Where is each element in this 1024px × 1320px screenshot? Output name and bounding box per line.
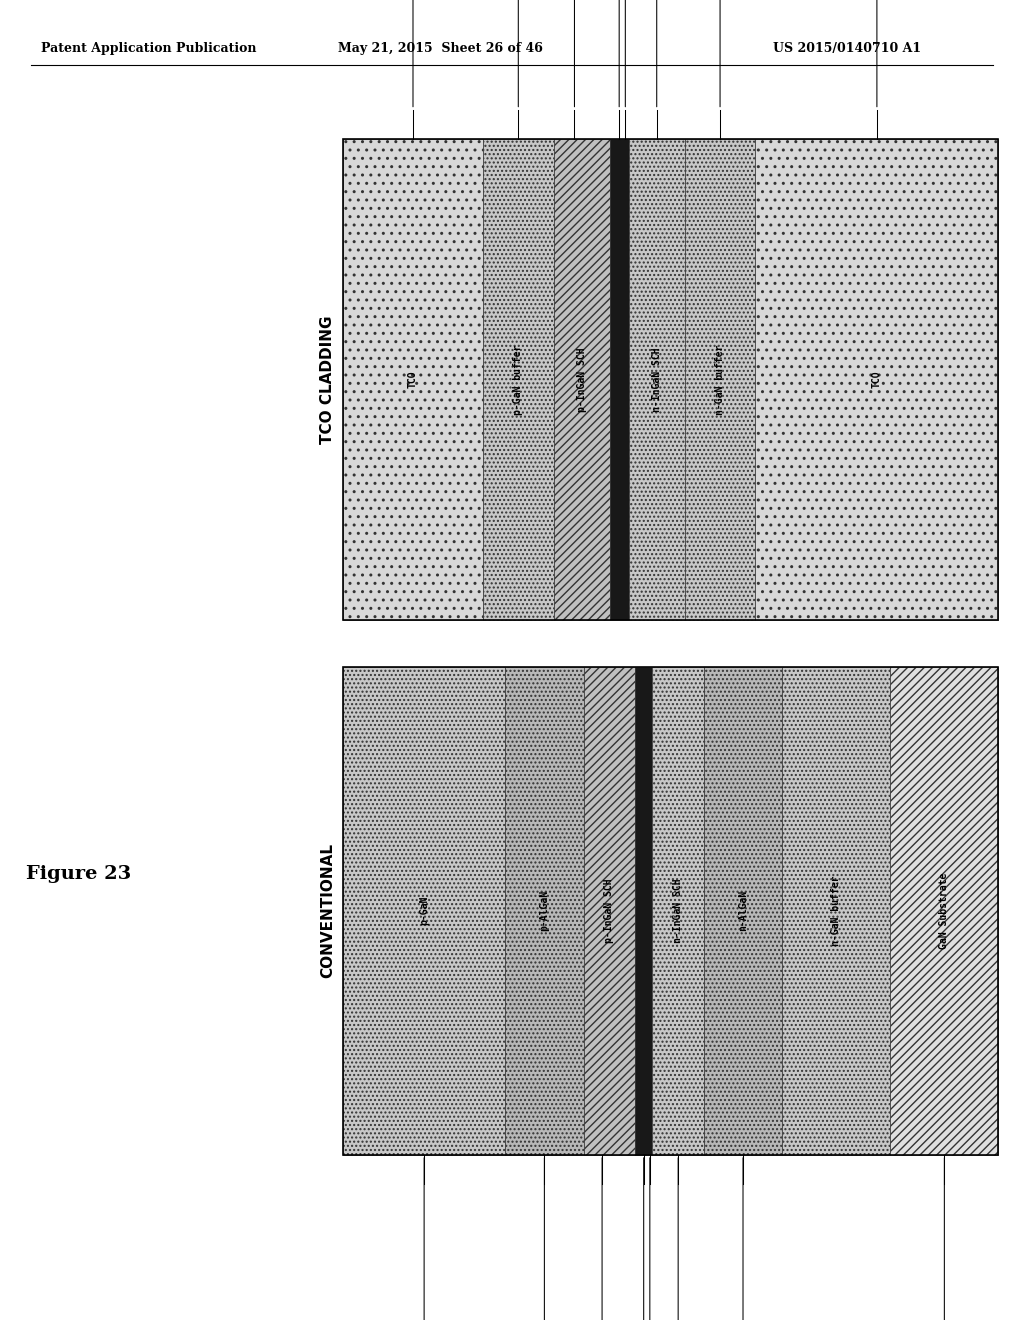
- Text: Figure 23: Figure 23: [26, 865, 131, 883]
- Text: TCO: TCO: [408, 371, 418, 388]
- Text: p-GaN: p-GaN: [419, 896, 429, 925]
- Bar: [635, 667, 652, 1155]
- Bar: [756, 139, 998, 620]
- Text: p-InGaN SCH: p-InGaN SCH: [577, 347, 587, 412]
- Bar: [483, 139, 554, 620]
- Text: n-GaN buffer: n-GaN buffer: [715, 345, 725, 414]
- Bar: [554, 139, 609, 620]
- Text: TCO: TCO: [871, 371, 882, 388]
- Text: n-AlGaN: n-AlGaN: [738, 890, 748, 932]
- Text: May 21, 2015  Sheet 26 of 46: May 21, 2015 Sheet 26 of 46: [338, 42, 543, 55]
- Bar: [343, 667, 505, 1155]
- Bar: [782, 667, 890, 1155]
- Bar: [685, 139, 756, 620]
- Text: CONVENTIONAL: CONVENTIONAL: [319, 843, 335, 978]
- Text: n-InGaN SCH: n-InGaN SCH: [651, 347, 662, 412]
- Bar: [703, 667, 782, 1155]
- Bar: [652, 667, 703, 1155]
- Text: GaN Substrate: GaN Substrate: [939, 873, 949, 949]
- Text: n-GaN buffer: n-GaN buffer: [831, 875, 842, 946]
- Text: US 2015/0140710 A1: US 2015/0140710 A1: [773, 42, 922, 55]
- Text: Patent Application Publication: Patent Application Publication: [41, 42, 256, 55]
- Text: p-AlGaN: p-AlGaN: [540, 890, 550, 932]
- Bar: [890, 667, 998, 1155]
- Text: TCO CLADDING: TCO CLADDING: [319, 315, 335, 444]
- Bar: [629, 139, 685, 620]
- Bar: [584, 667, 635, 1155]
- Text: p-InGaN SCH: p-InGaN SCH: [604, 879, 614, 942]
- Bar: [343, 139, 998, 620]
- Text: p-GaN buffer: p-GaN buffer: [513, 345, 523, 414]
- Bar: [343, 139, 483, 620]
- Bar: [343, 667, 998, 1155]
- Text: n-InGaN SCH: n-InGaN SCH: [673, 879, 683, 942]
- Bar: [505, 667, 584, 1155]
- Bar: [609, 139, 629, 620]
